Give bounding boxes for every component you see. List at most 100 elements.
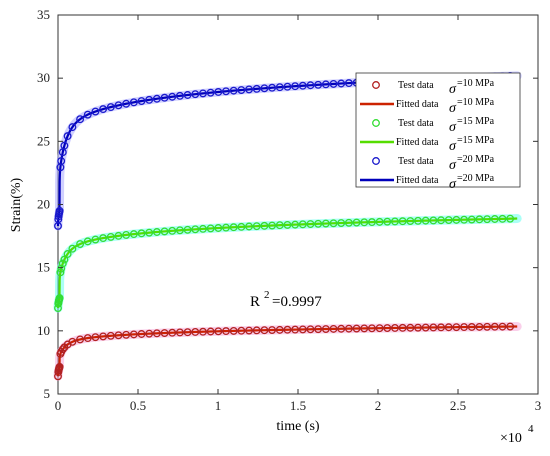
test-point-0 xyxy=(222,327,230,336)
test-point-1 xyxy=(429,216,438,225)
legend-box xyxy=(355,72,521,188)
test-point-1 xyxy=(483,215,492,224)
test-point-0 xyxy=(414,323,422,332)
r-squared-annotation: R 2 =0.9997 xyxy=(250,289,322,310)
test-point-1 xyxy=(475,215,484,224)
test-point-2 xyxy=(129,98,138,107)
test-point-1 xyxy=(145,228,154,237)
test-point-1 xyxy=(214,224,223,232)
test-point-1 xyxy=(283,220,292,229)
test-point-0 xyxy=(291,325,300,334)
test-point-1 xyxy=(245,222,253,231)
test-point-1 xyxy=(129,230,138,239)
test-point-0 xyxy=(298,325,307,334)
test-point-0 xyxy=(383,324,392,333)
test-point-1 xyxy=(63,250,72,258)
test-point-0 xyxy=(237,326,246,335)
x-tick-label: 2 xyxy=(375,398,382,413)
test-point-1 xyxy=(444,216,453,225)
legend-sigma-value: =20 MPa xyxy=(457,173,495,184)
test-point-1 xyxy=(498,214,507,223)
test-point-0 xyxy=(352,324,361,333)
legend-sigma-symbol: σ xyxy=(449,82,457,97)
test-point-1 xyxy=(68,244,77,253)
test-point-1 xyxy=(199,224,207,233)
test-point-2 xyxy=(344,79,353,88)
test-point-1 xyxy=(460,215,469,224)
x-axis-label: time (s) xyxy=(276,419,319,434)
test-point-0 xyxy=(191,328,200,336)
test-point-2 xyxy=(252,84,261,93)
test-point-2 xyxy=(199,89,207,98)
legend-fit-label: Fitted data xyxy=(396,99,439,110)
test-point-2 xyxy=(298,81,307,90)
test-point-0 xyxy=(437,323,445,332)
test-point-1 xyxy=(306,220,315,229)
test-point-0 xyxy=(160,329,169,337)
test-point-0 xyxy=(58,345,67,354)
test-point-0 xyxy=(145,329,154,338)
test-point-1 xyxy=(160,227,169,236)
test-point-1 xyxy=(406,217,415,225)
test-point-1 xyxy=(337,219,346,227)
test-point-0 xyxy=(475,322,484,331)
x-tick-label: 3 xyxy=(535,398,542,413)
y-tick-label: 30 xyxy=(37,70,50,85)
test-point-2 xyxy=(206,88,215,97)
x-multiplier: ×10 4 xyxy=(500,423,534,446)
test-point-1 xyxy=(137,229,146,238)
test-point-0 xyxy=(175,328,184,337)
test-point-1 xyxy=(229,223,238,232)
test-point-1 xyxy=(76,240,85,248)
test-point-0 xyxy=(252,326,261,335)
legend-sigma-value: =10 MPa xyxy=(457,97,495,108)
test-point-2 xyxy=(283,82,292,91)
test-point-1 xyxy=(191,225,200,234)
test-point-0 xyxy=(68,337,77,346)
test-point-0 xyxy=(398,323,407,332)
legend-test-marker xyxy=(372,81,380,89)
test-point-1 xyxy=(367,218,376,227)
test-point-2 xyxy=(175,91,184,100)
test-point-0 xyxy=(314,325,323,334)
test-point-0 xyxy=(183,328,192,337)
x-tick-label: 1 xyxy=(215,398,222,413)
test-point-0 xyxy=(460,323,469,332)
test-point-1 xyxy=(152,228,161,236)
test-point-2 xyxy=(91,107,100,116)
y-tick-label: 10 xyxy=(37,323,50,338)
test-point-0 xyxy=(99,332,108,341)
legend-sigma-symbol: σ xyxy=(449,101,457,116)
test-point-1 xyxy=(467,215,476,224)
test-point-2 xyxy=(321,80,330,89)
test-point-0 xyxy=(199,327,207,336)
test-point-2 xyxy=(160,93,169,102)
test-point-1 xyxy=(291,220,300,229)
test-point-0 xyxy=(214,327,223,336)
test-point-0 xyxy=(268,326,277,334)
test-point-2 xyxy=(268,83,277,92)
test-point-1 xyxy=(360,218,369,227)
test-point-1 xyxy=(398,217,407,226)
test-point-1 xyxy=(168,226,177,235)
test-point-0 xyxy=(452,323,461,332)
x-tick-label: 1.5 xyxy=(290,398,306,413)
r-squared-value: =0.9997 xyxy=(272,294,322,310)
test-point-1 xyxy=(83,237,92,246)
legend-sigma-value: =15 MPa xyxy=(457,135,495,146)
y-tick-label: 5 xyxy=(44,386,51,401)
test-point-0 xyxy=(444,323,453,332)
test-point-2 xyxy=(275,83,284,92)
test-point-1 xyxy=(252,222,261,231)
test-point-0 xyxy=(106,331,115,340)
test-point-1 xyxy=(222,223,230,232)
r-squared-exponent: 2 xyxy=(264,289,270,301)
test-point-1 xyxy=(99,234,108,243)
legend-test-marker xyxy=(372,157,380,165)
test-point-1 xyxy=(314,219,323,228)
legend-sigma-symbol: σ xyxy=(449,120,457,135)
test-point-1 xyxy=(58,259,67,268)
test-point-1 xyxy=(114,231,123,240)
